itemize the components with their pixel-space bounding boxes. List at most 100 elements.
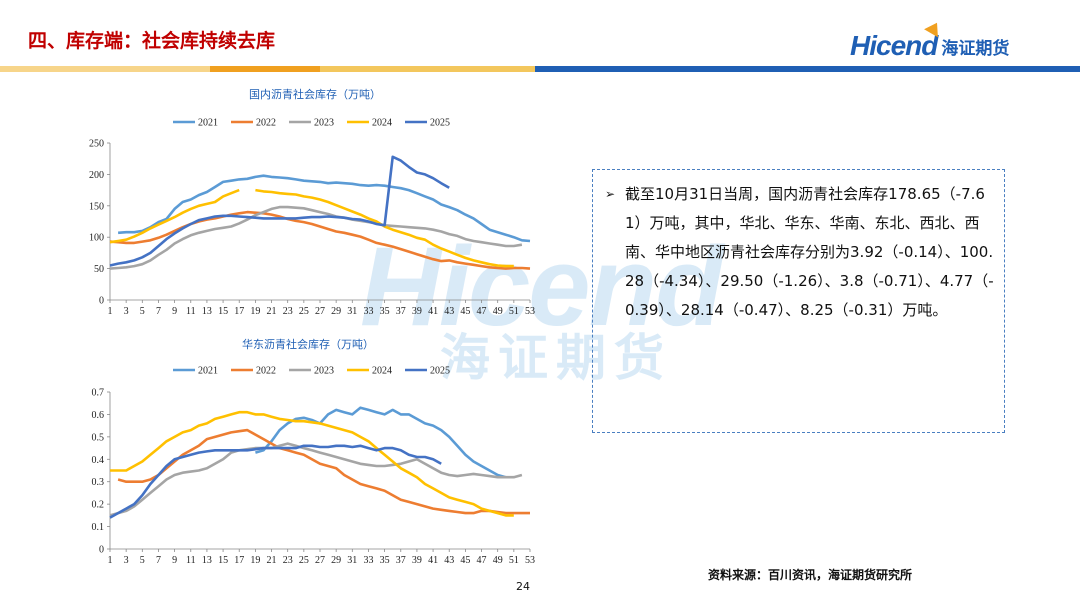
series-line-2022 <box>117 428 530 515</box>
series-line-2024 <box>110 410 514 517</box>
x-tick-label: 25 <box>299 555 309 566</box>
x-tick-label: 23 <box>283 306 293 317</box>
x-tick-label: 53 <box>525 306 535 317</box>
y-tick-label: 200 <box>89 170 104 181</box>
x-tick-label: 33 <box>363 306 373 317</box>
y-tick-label: 100 <box>89 233 104 244</box>
x-tick-label: 41 <box>428 306 438 317</box>
x-tick-label: 5 <box>140 306 145 317</box>
legend-label-2024: 2024 <box>372 366 392 377</box>
chart-title: 国内沥青社会库存（万吨） <box>249 87 381 101</box>
x-tick-label: 35 <box>380 555 390 566</box>
y-tick-label: 50 <box>94 264 104 275</box>
y-tick-label: 0.7 <box>92 388 105 399</box>
header-band-segment <box>320 66 535 72</box>
chart-title: 华东沥青社会库存（万吨） <box>242 337 374 351</box>
x-tick-label: 21 <box>267 555 277 566</box>
x-tick-label: 25 <box>299 306 309 317</box>
logo-text-en: Hicend <box>850 30 938 61</box>
header-band-segment <box>535 66 1080 72</box>
x-tick-label: 51 <box>509 306 519 317</box>
x-tick-label: 39 <box>412 306 422 317</box>
watermark-en: Hicend <box>360 224 723 349</box>
x-tick-label: 47 <box>477 306 487 317</box>
x-tick-label: 9 <box>172 306 177 317</box>
x-tick-label: 27 <box>315 555 325 566</box>
chart-east-china-inventory: 华东沥青社会库存（万吨） 2021 2022 2023 2024 2025 0 0.1 0.… <box>92 337 536 566</box>
x-tick-label: 31 <box>347 555 357 566</box>
x-tick-label: 5 <box>140 555 145 566</box>
x-tick-label: 9 <box>172 555 177 566</box>
chart-legend: 2021 2022 2023 2024 2025 <box>173 118 450 129</box>
x-tick-label: 1 <box>108 306 113 317</box>
x-tick-label: 3 <box>124 306 129 317</box>
x-tick-label: 37 <box>396 555 406 566</box>
y-tick-label: 0 <box>99 545 104 556</box>
x-tick-label: 31 <box>347 306 357 317</box>
x-tick-label: 23 <box>283 555 293 566</box>
x-tick-label: 29 <box>331 555 341 566</box>
x-tick-label: 13 <box>202 306 212 317</box>
x-tick-label: 11 <box>186 555 196 566</box>
x-tick-label: 19 <box>250 306 260 317</box>
series-line-2024 <box>109 188 240 244</box>
commentary-text: 截至10月31日当周，国内沥青社会库存178.65（-7.61）万吨，其中，华北… <box>625 185 994 319</box>
y-tick-label: 0 <box>99 296 104 307</box>
series-line-2022 <box>109 210 531 270</box>
brand-logo: Hicend 海证期货 <box>850 18 1010 62</box>
legend-label-2025: 2025 <box>430 118 450 129</box>
y-tick-label: 150 <box>89 201 104 212</box>
legend-label-2022: 2022 <box>256 366 276 377</box>
x-tick-label: 17 <box>234 306 244 317</box>
series-line-2021 <box>118 174 531 243</box>
source-note: 资料来源：百川资讯，海证期货研究所 <box>708 568 913 582</box>
x-tick-label: 49 <box>493 555 503 566</box>
x-tick-label: 53 <box>525 555 535 566</box>
legend-label-2022: 2022 <box>256 118 276 129</box>
x-tick-label: 17 <box>234 555 244 566</box>
y-tick-label: 0.3 <box>92 477 105 488</box>
x-tick-label: 7 <box>156 306 161 317</box>
y-tick-label: 0.6 <box>92 410 105 421</box>
x-tick-label: 45 <box>460 555 470 566</box>
commentary-box: ➢ 截至10月31日当周，国内沥青社会库存178.65（-7.61）万吨，其中，… <box>592 169 1005 433</box>
header-band-segment <box>0 66 210 72</box>
logo-text-cn: 海证期货 <box>941 39 1010 59</box>
y-tick-label: 250 <box>89 139 104 150</box>
x-tick-label: 37 <box>396 306 406 317</box>
x-tick-label: 1 <box>108 555 113 566</box>
x-tick-label: 45 <box>460 306 470 317</box>
series-line-2024 <box>255 188 514 268</box>
x-tick-label: 41 <box>428 555 438 566</box>
watermark-cn: 海证期货 <box>440 329 672 387</box>
x-tick-label: 27 <box>315 306 325 317</box>
series-line-2025 <box>109 155 450 267</box>
x-tick-label: 35 <box>380 306 390 317</box>
chart-national-inventory: 国内沥青社会库存（万吨） 2021 2022 2023 2024 2025 0 50 100… <box>89 87 535 317</box>
x-tick-label: 3 <box>124 555 129 566</box>
legend-label-2023: 2023 <box>314 118 334 129</box>
x-tick-label: 33 <box>363 555 373 566</box>
x-tick-label: 43 <box>444 555 454 566</box>
x-tick-label: 51 <box>509 555 519 566</box>
x-tick-label: 29 <box>331 306 341 317</box>
x-tick-label: 49 <box>493 306 503 317</box>
page-title: 四、库存端：社会库持续去库 <box>28 30 276 52</box>
x-tick-label: 7 <box>156 555 161 566</box>
y-tick-label: 0.2 <box>92 500 105 511</box>
series-line-2025 <box>109 444 442 519</box>
x-tick-label: 11 <box>186 306 196 317</box>
series-line-2023 <box>109 442 523 517</box>
legend-label-2024: 2024 <box>372 118 392 129</box>
x-tick-label: 13 <box>202 555 212 566</box>
arrow-bullet-icon: ➢ <box>605 187 616 201</box>
x-tick-label: 43 <box>444 306 454 317</box>
series-line-2023 <box>109 205 523 270</box>
x-tick-label: 15 <box>218 306 228 317</box>
chart-legend: 2021 2022 2023 2024 2025 <box>173 366 450 377</box>
x-tick-label: 39 <box>412 555 422 566</box>
legend-label-2021: 2021 <box>198 366 218 377</box>
page-number: 24 <box>516 580 530 593</box>
y-tick-label: 0.4 <box>92 455 105 466</box>
legend-label-2025: 2025 <box>430 366 450 377</box>
